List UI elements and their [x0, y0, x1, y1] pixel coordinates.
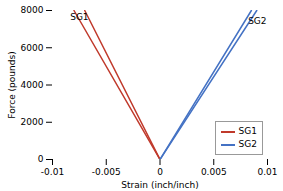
svg-text:-0.01: -0.01 [41, 167, 64, 177]
html-text:SG1: SG1 [238, 126, 257, 136]
svg-text:8000: 8000 [21, 5, 44, 15]
svg-text:SG2: SG2 [248, 16, 266, 26]
svg-text:4000: 4000 [21, 80, 44, 90]
svg-text:Force (pounds): Force (pounds) [7, 51, 17, 118]
svg-text:SG1: SG1 [70, 12, 88, 22]
svg-text:0.005: 0.005 [201, 167, 227, 177]
svg-text:Strain (inch/inch): Strain (inch/inch) [121, 180, 198, 190]
svg-text:0: 0 [38, 154, 44, 164]
svg-text:0.01: 0.01 [257, 167, 277, 177]
svg-text:0: 0 [157, 167, 163, 177]
html-text:SG2: SG2 [238, 139, 257, 149]
svg-text:6000: 6000 [21, 43, 44, 53]
svg-text:2000: 2000 [21, 117, 44, 127]
svg-text:-0.005: -0.005 [92, 167, 121, 177]
